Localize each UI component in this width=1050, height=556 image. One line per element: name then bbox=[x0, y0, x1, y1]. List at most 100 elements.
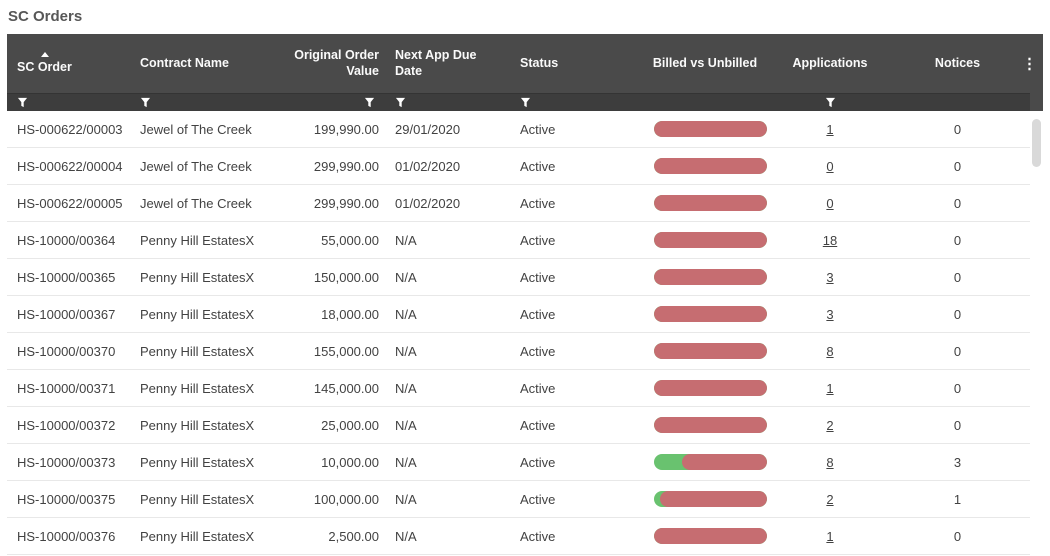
table-row[interactable]: HS-10000/00365 Penny Hill EstatesX 150,0… bbox=[7, 259, 1030, 296]
column-header-applications[interactable]: Applications bbox=[775, 34, 885, 93]
funnel-icon bbox=[17, 97, 28, 108]
sc-order-cell: HS-000622/00003 bbox=[17, 121, 123, 137]
filter-cell-sc-order[interactable] bbox=[7, 97, 130, 108]
contract-name-cell: Penny Hill EstatesX bbox=[140, 306, 255, 322]
billed-vs-unbilled-cell bbox=[635, 195, 775, 211]
billed-unbilled-bar bbox=[654, 343, 767, 359]
scrollbar-thumb[interactable] bbox=[1032, 119, 1041, 167]
notices-cell: 0 bbox=[953, 269, 962, 285]
next-app-due-date-cell: N/A bbox=[395, 232, 417, 248]
billed-unbilled-bar bbox=[654, 491, 767, 507]
billed-unbilled-bar bbox=[654, 232, 767, 248]
applications-link[interactable]: 2 bbox=[826, 491, 834, 507]
status-cell: Active bbox=[520, 491, 556, 507]
filter-cell-next-app-due-date[interactable] bbox=[385, 97, 510, 108]
filter-cell-applications[interactable] bbox=[775, 97, 885, 108]
billed-vs-unbilled-cell bbox=[635, 491, 775, 507]
filter-strip bbox=[7, 93, 1043, 111]
funnel-icon bbox=[825, 97, 835, 108]
billed-unbilled-bar bbox=[654, 528, 767, 544]
applications-link[interactable]: 0 bbox=[826, 195, 834, 211]
vertical-ellipsis-icon[interactable]: ⋮ bbox=[1022, 55, 1037, 72]
column-header-billed-vs-unbilled[interactable]: Billed vs Unbilled bbox=[635, 34, 775, 93]
applications-link[interactable]: 1 bbox=[826, 121, 834, 137]
table-row[interactable]: HS-10000/00375 Penny Hill EstatesX 100,0… bbox=[7, 481, 1030, 518]
table-row[interactable]: HS-10000/00367 Penny Hill EstatesX 18,00… bbox=[7, 296, 1030, 333]
column-header-notices[interactable]: Notices bbox=[885, 34, 1030, 93]
column-header-contract-name[interactable]: Contract Name bbox=[130, 34, 273, 93]
billed-unbilled-bar bbox=[654, 306, 767, 322]
column-header-original-order-value[interactable]: Original Order Value bbox=[273, 34, 385, 93]
sc-orders-grid: SC Order Contract Name Original Order Va… bbox=[7, 34, 1043, 555]
column-header-next-app-due-date[interactable]: Next App Due Date bbox=[385, 34, 510, 93]
applications-link[interactable]: 2 bbox=[826, 417, 834, 433]
original-order-value-cell: 55,000.00 bbox=[321, 232, 379, 248]
original-order-value-cell: 18,000.00 bbox=[321, 306, 379, 322]
original-order-value-cell: 150,000.00 bbox=[313, 269, 379, 285]
billed-unbilled-bar bbox=[654, 269, 767, 285]
applications-link[interactable]: 8 bbox=[826, 343, 834, 359]
table-row[interactable]: HS-10000/00376 Penny Hill EstatesX 2,500… bbox=[7, 518, 1030, 555]
column-header-label: Status bbox=[520, 55, 559, 70]
sc-order-cell: HS-10000/00372 bbox=[17, 417, 116, 433]
table-row[interactable]: HS-10000/00373 Penny Hill EstatesX 10,00… bbox=[7, 444, 1030, 481]
unbilled-bar bbox=[654, 269, 767, 285]
status-cell: Active bbox=[520, 417, 556, 433]
filter-cell-original-order-value[interactable] bbox=[273, 97, 385, 108]
table-row[interactable]: HS-10000/00372 Penny Hill EstatesX 25,00… bbox=[7, 407, 1030, 444]
grid-header: SC Order Contract Name Original Order Va… bbox=[7, 34, 1043, 93]
unbilled-bar bbox=[654, 417, 767, 433]
funnel-icon bbox=[520, 97, 531, 108]
status-cell: Active bbox=[520, 232, 556, 248]
billed-vs-unbilled-cell bbox=[635, 121, 775, 137]
filter-cell-status[interactable] bbox=[510, 97, 635, 108]
applications-link[interactable]: 3 bbox=[826, 306, 834, 322]
table-row[interactable]: HS-10000/00371 Penny Hill EstatesX 145,0… bbox=[7, 370, 1030, 407]
funnel-icon bbox=[140, 97, 151, 108]
column-header-label: Next App Due Date bbox=[395, 47, 477, 78]
table-row[interactable]: HS-000622/00005 Jewel of The Creek 299,9… bbox=[7, 185, 1030, 222]
contract-name-cell: Penny Hill EstatesX bbox=[140, 380, 255, 396]
applications-link[interactable]: 8 bbox=[826, 454, 834, 470]
billed-vs-unbilled-cell bbox=[635, 232, 775, 248]
billed-unbilled-bar bbox=[654, 195, 767, 211]
applications-link[interactable]: 3 bbox=[826, 269, 834, 285]
notices-cell: 0 bbox=[953, 306, 962, 322]
contract-name-cell: Penny Hill EstatesX bbox=[140, 417, 255, 433]
sort-ascending-icon bbox=[41, 51, 49, 57]
original-order-value-cell: 10,000.00 bbox=[321, 454, 379, 470]
applications-link[interactable]: 0 bbox=[826, 158, 834, 174]
column-header-status[interactable]: Status bbox=[510, 34, 635, 93]
next-app-due-date-cell: N/A bbox=[395, 343, 417, 359]
applications-cell: 0 bbox=[775, 196, 885, 211]
applications-cell: 3 bbox=[775, 307, 885, 322]
original-order-value-cell: 145,000.00 bbox=[313, 380, 379, 396]
table-row[interactable]: HS-000622/00003 Jewel of The Creek 199,9… bbox=[7, 111, 1030, 148]
applications-link[interactable]: 1 bbox=[826, 380, 834, 396]
applications-link[interactable]: 1 bbox=[826, 528, 834, 544]
vertical-scrollbar[interactable] bbox=[1030, 115, 1043, 555]
table-row[interactable]: HS-000622/00004 Jewel of The Creek 299,9… bbox=[7, 148, 1030, 185]
next-app-due-date-cell: N/A bbox=[395, 306, 417, 322]
sc-order-cell: HS-10000/00364 bbox=[17, 232, 116, 248]
applications-link[interactable]: 18 bbox=[822, 232, 838, 248]
table-body: HS-000622/00003 Jewel of The Creek 199,9… bbox=[7, 111, 1030, 555]
notices-cell: 0 bbox=[953, 380, 962, 396]
status-cell: Active bbox=[520, 528, 556, 544]
table-row[interactable]: HS-10000/00364 Penny Hill EstatesX 55,00… bbox=[7, 222, 1030, 259]
billed-vs-unbilled-cell bbox=[635, 454, 775, 470]
billed-vs-unbilled-cell bbox=[635, 528, 775, 544]
filter-cell-contract-name[interactable] bbox=[130, 97, 273, 108]
next-app-due-date-cell: N/A bbox=[395, 528, 417, 544]
status-cell: Active bbox=[520, 158, 556, 174]
table-row[interactable]: HS-10000/00370 Penny Hill EstatesX 155,0… bbox=[7, 333, 1030, 370]
sc-order-cell: HS-10000/00375 bbox=[17, 491, 116, 507]
status-cell: Active bbox=[520, 306, 556, 322]
status-cell: Active bbox=[520, 121, 556, 137]
unbilled-bar bbox=[654, 528, 767, 544]
column-header-sc-order[interactable]: SC Order bbox=[7, 34, 130, 93]
unbilled-bar bbox=[654, 306, 767, 322]
contract-name-cell: Jewel of The Creek bbox=[140, 121, 252, 137]
next-app-due-date-cell: 01/02/2020 bbox=[395, 195, 461, 211]
original-order-value-cell: 25,000.00 bbox=[321, 417, 379, 433]
